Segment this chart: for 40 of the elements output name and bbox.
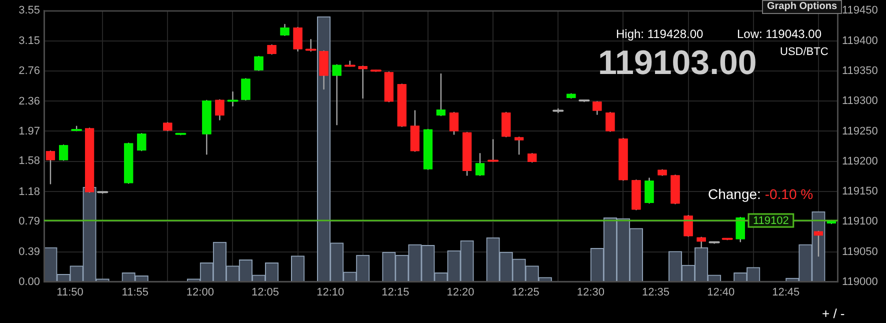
- x-tick-label: 12:45: [772, 286, 800, 299]
- annotation: 119103.00: [598, 44, 757, 82]
- x-tick-label: 12:25: [512, 286, 540, 299]
- y2-tick-label: 119350: [842, 64, 878, 77]
- x-tick-label: 12:00: [186, 286, 214, 299]
- y-tick-label: 1.58: [18, 155, 40, 168]
- y2-tick-label: 119000: [842, 276, 878, 288]
- x-tick-label: 12:10: [316, 286, 344, 299]
- y-tick-label: 0.39: [18, 246, 40, 258]
- x-tick-label: 12:30: [576, 286, 604, 299]
- y2-tick-label: 119450: [842, 4, 878, 17]
- y-tick-label: 0.00: [18, 276, 40, 288]
- y-tick-label: 3.15: [18, 35, 40, 48]
- annotation: Low: 119043.00: [737, 27, 822, 41]
- x-tick-label: 11:55: [122, 286, 148, 299]
- y-tick-label: 1.97: [18, 125, 40, 138]
- x-tick-label: 12:15: [382, 286, 410, 299]
- text: + / -: [822, 306, 845, 321]
- y-tick-label: 2.36: [18, 96, 40, 108]
- y-tick-label: 1.18: [18, 186, 40, 198]
- y2-tick-label: 119050: [842, 246, 878, 258]
- x-tick-label: 11:50: [56, 286, 84, 299]
- y2-tick-label: 119400: [842, 34, 878, 47]
- y-tick-label: 3.55: [18, 4, 40, 17]
- y2-tick-label: 119250: [842, 125, 878, 138]
- y-tick-label: 2.76: [18, 65, 40, 78]
- x-tick-label: 12:05: [251, 286, 280, 299]
- annotation: USD/BTC: [780, 46, 828, 58]
- y2-tick-label: 119200: [842, 155, 878, 168]
- x-tick-label: 12:35: [642, 286, 670, 299]
- y2-tick-label: 119150: [842, 186, 878, 198]
- x-tick-label: 12:20: [446, 286, 474, 299]
- y2-tick-label: 119100: [842, 216, 878, 228]
- x-tick-label: 12:40: [707, 286, 735, 299]
- ref-line-label: 119102: [753, 215, 789, 228]
- annotation: Graph Options: [762, 0, 842, 14]
- y2-tick-label: 119300: [842, 95, 878, 108]
- annotation: Change: -0.10 %: [708, 186, 814, 202]
- annotation: High: 119428.00: [616, 27, 704, 41]
- y-tick-label: 0.79: [18, 216, 40, 228]
